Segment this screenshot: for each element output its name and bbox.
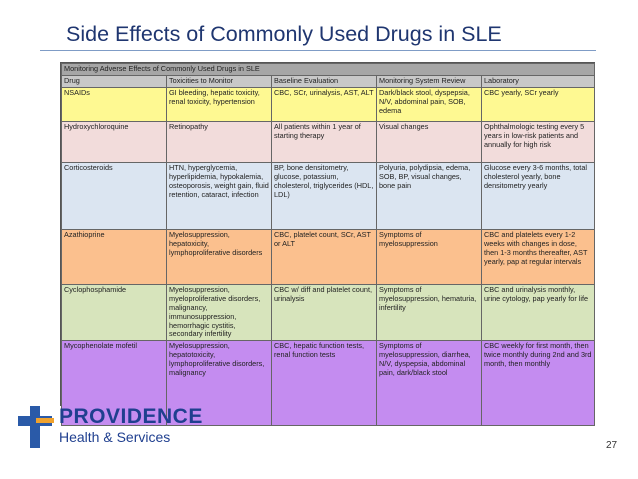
- table-cell: Visual changes: [376, 120, 482, 163]
- column-header: Laboratory: [480, 75, 596, 88]
- table-cell: Polyuria, polydipsia, edema, SOB, BP, vi…: [376, 161, 482, 230]
- table-cell: GI bleeding, hepatic toxicity, renal tox…: [166, 86, 272, 122]
- table-cell: CBC and platelets every 1-2 weeks with c…: [480, 228, 596, 285]
- drug-cell: Cyclophosphamide: [61, 283, 167, 342]
- table-cell: CBC yearly, SCr yearly: [480, 86, 596, 122]
- drug-cell: Mycophenolate mofetil: [61, 340, 167, 427]
- column-header: Drug: [61, 75, 167, 88]
- drug-cell: Azathioprine: [61, 228, 167, 285]
- table-cell: Myelosuppression, hepatoxicity, lymphopr…: [166, 228, 272, 285]
- table-row: Cyclophosphamide Myelosuppression, myelop…: [61, 283, 596, 342]
- table-row: Azathioprine Myelosuppression, hepatoxici…: [61, 228, 596, 285]
- table-row: Hydroxychloroquine Retinopathy All patient…: [61, 120, 596, 163]
- table-cell: BP, bone densitometry, glucose, potassiu…: [271, 161, 377, 230]
- table-cell: CBC, SCr, urinalysis, AST, ALT: [271, 86, 377, 122]
- header-row: Drug Toxicities to Monitor Baseline Evalua…: [61, 75, 596, 88]
- logo-name: PROVIDENCE: [59, 405, 203, 428]
- table-row: NSAIDs GI bleeding, hepatic toxicity, ren…: [61, 86, 596, 122]
- caption-row: Monitoring Adverse Effects of Commonly U…: [60, 63, 596, 76]
- table-cell: CBC, platelet count, SCr, AST or ALT: [271, 228, 377, 285]
- table-cell: HTN, hyperglycemia, hyperlipidemia, hypo…: [166, 161, 272, 230]
- table-cell: All patients within 1 year of starting t…: [271, 120, 377, 163]
- logo-accent: [36, 418, 54, 423]
- slide-title: Side Effects of Commonly Used Drugs in S…: [66, 22, 502, 46]
- table-cell: Myelosuppression, myeloproliferative dis…: [166, 283, 272, 342]
- table-cell: Retinopathy: [166, 120, 272, 163]
- table-cell: Symptoms of myelosuppression, diarrhea, …: [376, 340, 482, 427]
- table-cell: Ophthalmologic testing every 5 years in …: [480, 120, 596, 163]
- table-cell: CBC w/ diff and platelet count, urinalys…: [271, 283, 377, 342]
- column-header: Baseline Evaluation: [271, 75, 377, 88]
- table-cell: Symptoms of myelosuppression: [376, 228, 482, 285]
- column-header: Monitoring System Review: [376, 75, 482, 88]
- table-cell: CBC weekly for first month, then twice m…: [480, 340, 596, 427]
- logo-cross-horizontal: [18, 416, 52, 426]
- drug-cell: NSAIDs: [61, 86, 167, 122]
- logo-mark: [18, 406, 54, 448]
- page-number: 27: [606, 440, 618, 451]
- table-row: Corticosteroids HTN, hyperglycemia, hyper…: [61, 161, 596, 230]
- table-body: NSAIDs GI bleeding, hepatic toxicity, ren…: [61, 86, 596, 427]
- table-cell: Dark/black stool, dyspepsia, N/V, abdomi…: [376, 86, 482, 122]
- logo-subtitle: Health & Services: [59, 429, 171, 445]
- table-frame: Monitoring Adverse Effects of Commonly U…: [60, 62, 596, 427]
- column-header: Toxicities to Monitor: [166, 75, 272, 88]
- drug-cell: Corticosteroids: [61, 161, 167, 230]
- drug-cell: Hydroxychloroquine: [61, 120, 167, 163]
- table-row: Mycophenolate mofetil Myelosuppression, h…: [61, 340, 596, 427]
- table-caption: Monitoring Adverse Effects of Commonly U…: [60, 63, 596, 76]
- side-effects-table: Monitoring Adverse Effects of Commonly U…: [60, 63, 596, 427]
- title-rule: [40, 50, 596, 51]
- table-cell: Symptoms of myelosuppression, hematuria,…: [376, 283, 482, 342]
- logo-cross-vertical: [30, 406, 40, 448]
- table-cell: CBC and urinalysis monthly, urine cytolo…: [480, 283, 596, 342]
- table-cell: Glucose every 3-6 months, total choleste…: [480, 161, 596, 230]
- table-cell: CBC, hepatic function tests, renal funct…: [271, 340, 377, 427]
